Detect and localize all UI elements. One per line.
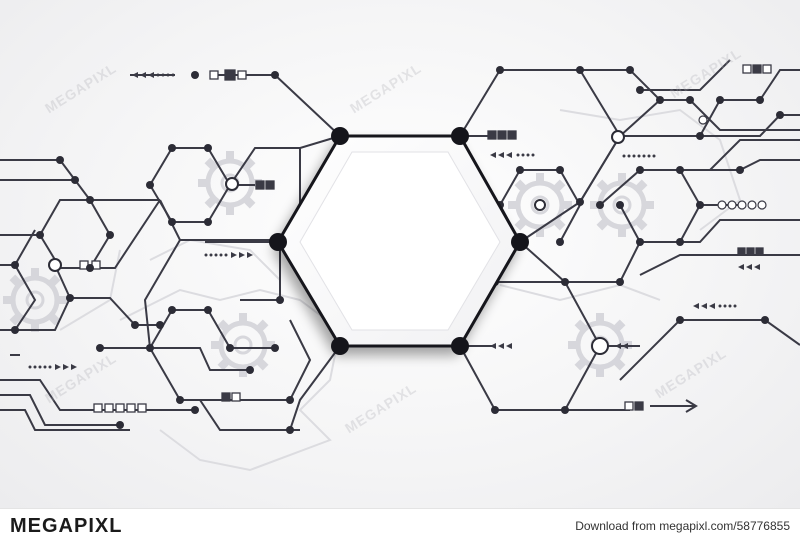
dotted-arrows	[28, 72, 760, 370]
illustration-canvas: MEGAPIXL MEGAPIXL MEGAPIXL MEGAPIXL MEGA…	[0, 0, 800, 508]
download-text: Download from megapixl.com/58776855	[575, 519, 790, 533]
ring-nodes	[48, 130, 625, 355]
central-hexagon	[276, 134, 522, 348]
footer-bar: MEGAPIXL Download from megapixl.com/5877…	[0, 508, 800, 541]
circle-chains	[698, 115, 767, 210]
arrow-head-right	[685, 399, 698, 413]
central-hexagon-vertices	[269, 127, 529, 355]
circuit-illustration	[0, 59, 800, 472]
square-chains	[79, 64, 772, 413]
megapixl-logo: MEGAPIXL	[10, 515, 123, 537]
circuit-nodes	[11, 66, 784, 434]
